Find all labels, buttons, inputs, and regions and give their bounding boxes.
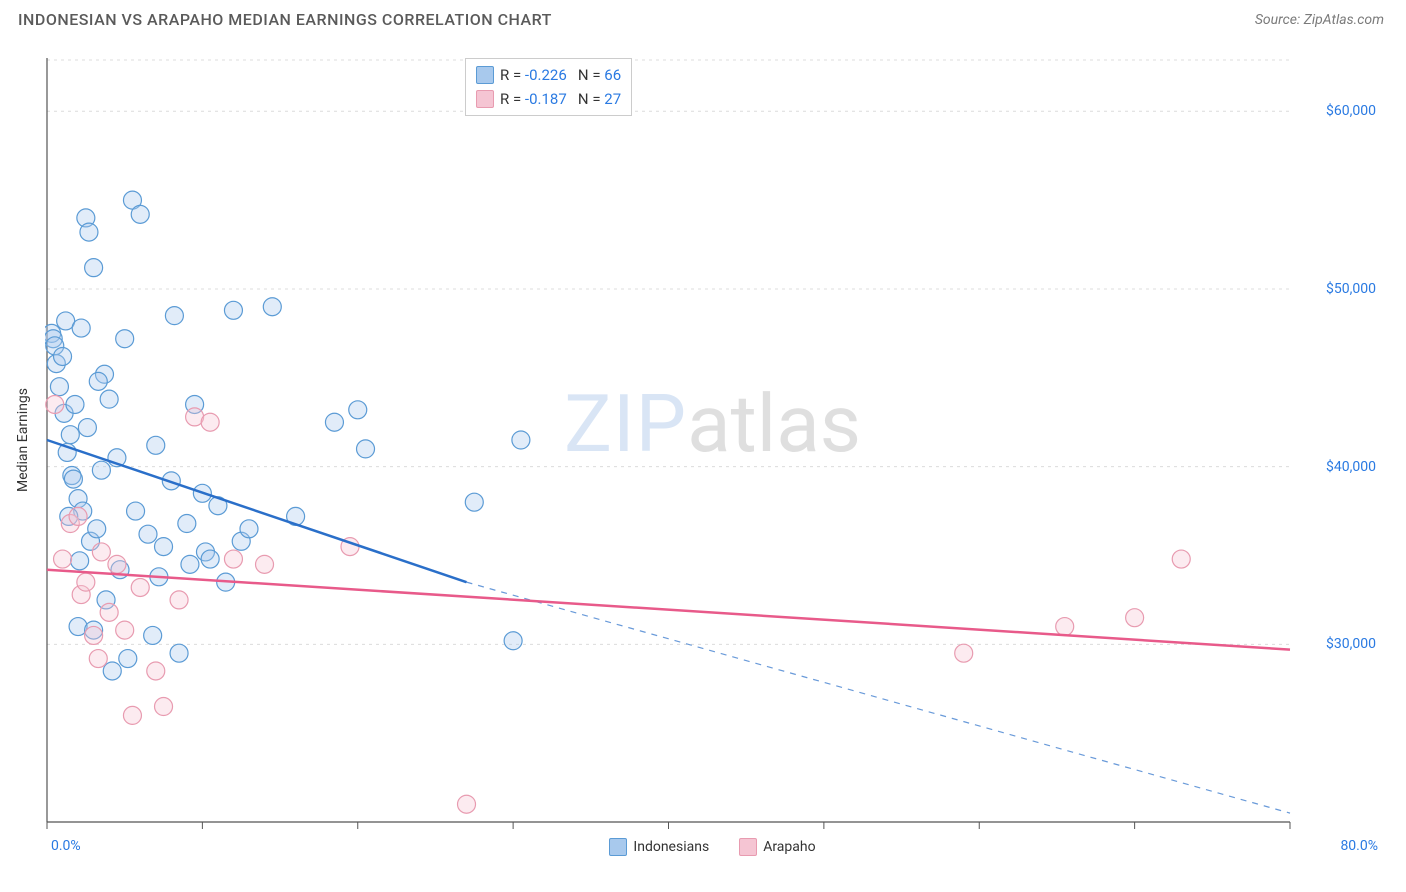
legend-swatch bbox=[739, 838, 757, 856]
y-tick-label: $30,000 bbox=[1326, 636, 1376, 652]
y-tick-label: $40,000 bbox=[1326, 459, 1376, 475]
correlation-row: R = -0.187 N = 27 bbox=[476, 87, 621, 111]
legend-bottom: Indonesians Arapaho bbox=[45, 838, 1380, 856]
legend-item: Arapaho bbox=[739, 838, 815, 856]
y-tick-label: $60,000 bbox=[1326, 103, 1376, 119]
chart-title: INDONESIAN VS ARAPAHO MEDIAN EARNINGS CO… bbox=[18, 10, 552, 29]
x-axis-footer: 0.0% IndonesiansArapaho 80.0% bbox=[45, 838, 1380, 854]
legend-swatch bbox=[476, 90, 494, 108]
y-axis-label: Median Earnings bbox=[15, 388, 31, 492]
legend-item: Indonesians bbox=[609, 838, 709, 856]
legend-swatch bbox=[476, 66, 494, 84]
y-tick-label: $50,000 bbox=[1326, 281, 1376, 297]
legend-swatch bbox=[609, 838, 627, 856]
legend-label: Indonesians bbox=[633, 839, 709, 855]
correlation-row: R = -0.226 N = 66 bbox=[476, 63, 621, 87]
scatter-plot-svg bbox=[45, 50, 1380, 830]
plot-area: Median Earnings ZIPatlas R = -0.226 N = … bbox=[45, 50, 1380, 830]
chart-header: INDONESIAN VS ARAPAHO MEDIAN EARNINGS CO… bbox=[0, 0, 1406, 37]
correlation-box: R = -0.226 N = 66R = -0.187 N = 27 bbox=[465, 58, 632, 116]
chart-source: Source: ZipAtlas.com bbox=[1255, 12, 1384, 28]
legend-label: Arapaho bbox=[763, 839, 815, 855]
